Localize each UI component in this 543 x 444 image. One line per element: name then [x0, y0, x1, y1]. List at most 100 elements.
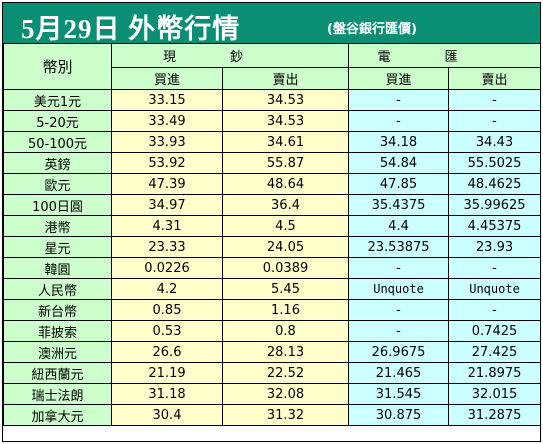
tt-buy-cell: 31.545	[348, 383, 450, 405]
tt-sell-cell: 27.425	[448, 341, 542, 363]
cash-sell-cell: 24.05	[221, 236, 350, 258]
currency-name-cell: 紐西蘭元	[3, 362, 112, 384]
cash-sell-cell: 4.5	[221, 215, 350, 237]
cash-buy-cell: 4.31	[111, 215, 223, 237]
exchange-rate-table: 幣別 現鈔 電匯 買進 賣出 買進 賣出 美元1元 33.15 34.53- -5-2…	[3, 43, 542, 426]
table-row: 新台幣 0.85 1.16- -	[3, 299, 542, 321]
table-row: 歐元 47.39 48.64 47.85 48.4625	[3, 173, 542, 195]
tt-buy-cell: -	[348, 89, 450, 111]
page-title: 5月29日 外幣行情	[21, 14, 241, 44]
cash-buy-cell: 33.15	[111, 89, 223, 111]
cash-buy-cell: 33.93	[111, 131, 223, 153]
cash-buy-cell: 21.19	[111, 362, 223, 384]
cash-buy-cell: 31.18	[111, 383, 223, 405]
tt-buy-cell: Unquote	[348, 278, 450, 300]
tt-sell-cell: 21.8975	[448, 362, 542, 384]
currency-name-cell: 港幣	[3, 215, 112, 237]
table-row: 瑞士法朗 31.18 32.08 31.545 32.015	[3, 383, 542, 405]
cash-buy-header: 買進	[111, 67, 223, 90]
tt-buy-cell: 21.465	[348, 362, 450, 384]
currency-name-cell: 歐元	[3, 173, 112, 195]
cash-group-header: 現鈔	[110, 43, 350, 68]
currency-name-cell: 50-100元	[3, 131, 112, 153]
tt-sell-cell: 31.2875	[448, 404, 542, 426]
currency-name-cell: 5-20元	[3, 110, 112, 132]
cash-sell-cell: 1.16	[221, 299, 350, 321]
table-row: 100日圓 34.97 36.4 35.4375 35.99625	[3, 194, 542, 216]
cash-buy-cell: 0.0226	[111, 257, 223, 279]
tt-buy-header: 買進	[348, 67, 450, 90]
cash-buy-cell: 30.4	[111, 404, 223, 426]
cash-sell-cell: 0.8	[221, 320, 350, 342]
cash-sell-header: 賣出	[221, 67, 350, 90]
table-row: 5-20元 33.49 34.53- -	[3, 110, 542, 132]
tt-sell-cell: 55.5025	[448, 152, 542, 174]
tt-sell-cell: -	[448, 257, 542, 279]
table-row: 紐西蘭元 21.19 22.52 21.465 21.8975	[3, 362, 542, 384]
header-row-sides: 買進 賣出 買進 賣出	[4, 67, 542, 90]
cash-sell-cell: 55.87	[221, 152, 350, 174]
tt-sell-cell: 34.43	[448, 131, 542, 153]
tt-sell-cell: 35.99625	[448, 194, 542, 216]
cash-sell-cell: 36.4	[221, 194, 350, 216]
table-row: 澳洲元 26.6 28.13 26.9675 27.425	[3, 341, 542, 363]
cash-sell-cell: 0.0389	[221, 257, 350, 279]
tt-group-header: 電匯	[348, 43, 542, 68]
cash-sell-cell: 34.53	[221, 110, 350, 132]
tt-buy-cell: 34.18	[348, 131, 450, 153]
tt-sell-cell: 0.7425	[448, 320, 542, 342]
table-row: 星元 23.33 24.05 23.53875 23.93	[3, 236, 542, 258]
cash-buy-cell: 4.2	[111, 278, 223, 300]
cash-buy-cell: 34.97	[111, 194, 223, 216]
table-row: 50-100元 33.93 34.61 34.18 34.43	[3, 131, 542, 153]
cash-buy-cell: 33.49	[111, 110, 223, 132]
tt-buy-cell: 4.4	[348, 215, 450, 237]
cash-buy-cell: 0.53	[111, 320, 223, 342]
tt-sell-cell: -	[448, 110, 542, 132]
tt-sell-cell: -	[448, 89, 542, 111]
currency-name-cell: 菲披索	[3, 320, 112, 342]
currency-name-cell: 加拿大元	[3, 404, 112, 426]
table-row: 美元1元 33.15 34.53- -	[3, 89, 542, 111]
page-subtitle: (盤谷銀行匯價)	[327, 22, 417, 37]
table-row: 人民幣 4.2 5.45 Unquote Unquote	[3, 278, 542, 300]
cash-buy-cell: 26.6	[111, 341, 223, 363]
tt-buy-cell: -	[348, 110, 450, 132]
cash-buy-cell: 53.92	[111, 152, 223, 174]
table-row: 菲披索 0.53 0.8-0.7425	[3, 320, 542, 342]
currency-column-header: 幣別	[3, 43, 112, 90]
currency-name-cell: 韓圓	[3, 257, 112, 279]
cash-sell-cell: 34.53	[221, 89, 350, 111]
tt-sell-cell: 32.015	[448, 383, 542, 405]
cash-buy-cell: 23.33	[111, 236, 223, 258]
cash-sell-cell: 22.52	[221, 362, 350, 384]
tt-buy-cell: 47.85	[348, 173, 450, 195]
table-row: 加拿大元 30.4 31.32 30.875 31.2875	[3, 404, 542, 426]
tt-buy-cell: -	[348, 320, 450, 342]
currency-name-cell: 澳洲元	[3, 341, 112, 363]
tt-buy-cell: 26.9675	[348, 341, 450, 363]
tt-sell-cell: -	[448, 299, 542, 321]
cash-buy-cell: 0.85	[111, 299, 223, 321]
header-bar: 5月29日 外幣行情 (盤谷銀行匯價)	[3, 3, 540, 44]
cash-buy-cell: 47.39	[111, 173, 223, 195]
tt-sell-cell: Unquote	[448, 278, 542, 300]
table-row: 韓圓 0.0226 0.0389- -	[3, 257, 542, 279]
cash-sell-cell: 28.13	[221, 341, 350, 363]
currency-name-cell: 人民幣	[3, 278, 112, 300]
tt-sell-cell: 4.45375	[448, 215, 542, 237]
currency-name-cell: 星元	[3, 236, 112, 258]
table-row: 英鎊 53.92 55.87 54.84 55.5025	[3, 152, 542, 174]
tt-sell-header: 賣出	[448, 67, 542, 90]
table-row: 港幣 4.31 4.5 4.4 4.45375	[3, 215, 542, 237]
currency-name-cell: 100日圓	[3, 194, 112, 216]
header-row-groups: 幣別 現鈔 電匯	[3, 43, 542, 90]
currency-name-cell: 新台幣	[3, 299, 112, 321]
currency-name-cell: 英鎊	[3, 152, 112, 174]
cash-sell-cell: 31.32	[221, 404, 350, 426]
tt-buy-cell: -	[348, 257, 450, 279]
tt-buy-cell: 30.875	[348, 404, 450, 426]
tt-buy-cell: 35.4375	[348, 194, 450, 216]
currency-name-cell: 瑞士法朗	[3, 383, 112, 405]
